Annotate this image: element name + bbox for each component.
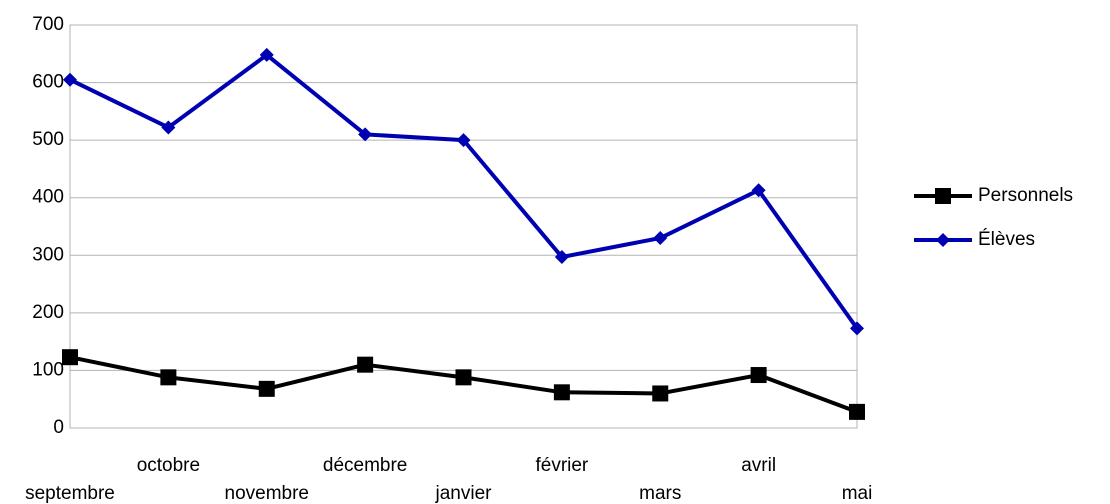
point [258,380,275,397]
x-tick-label: février [535,455,588,476]
point [358,127,373,142]
y-tick-label: 700 [32,14,64,35]
legend-marker [936,233,950,247]
x-tick-label: octobre [137,455,200,476]
x-tick-label: janvier [435,483,493,504]
point [62,349,78,366]
point [750,367,767,384]
y-tick-label: 0 [53,417,64,438]
point [652,385,669,402]
x-tick-label: septembre [25,483,115,504]
y-tick-label: 600 [32,72,64,93]
point [653,231,668,246]
y-tick-label: 100 [32,359,64,380]
x-tick-label: décembre [323,455,408,476]
legend-marker [935,188,951,204]
y-tick-label: 200 [32,302,64,323]
legend-label: Élèves [978,229,1035,250]
point [357,356,374,373]
point [850,321,864,336]
point [849,403,865,420]
point [455,369,472,386]
x-tick-label: novembre [225,483,310,504]
x-tick-label: avril [741,455,776,476]
y-tick-label: 500 [32,129,64,150]
point [160,369,177,386]
plot-border [69,24,858,429]
point [456,133,471,148]
point [161,120,176,135]
legend-label: Personnels [978,185,1073,206]
x-tick-label: mars [639,483,681,504]
point [259,47,274,62]
y-tick-label: 400 [32,187,64,208]
point [751,183,766,198]
point [63,72,77,87]
x-tick-label: mai [842,483,873,504]
point [553,384,570,401]
y-tick-label: 300 [32,244,64,265]
point [554,250,569,265]
series-line [69,52,859,330]
